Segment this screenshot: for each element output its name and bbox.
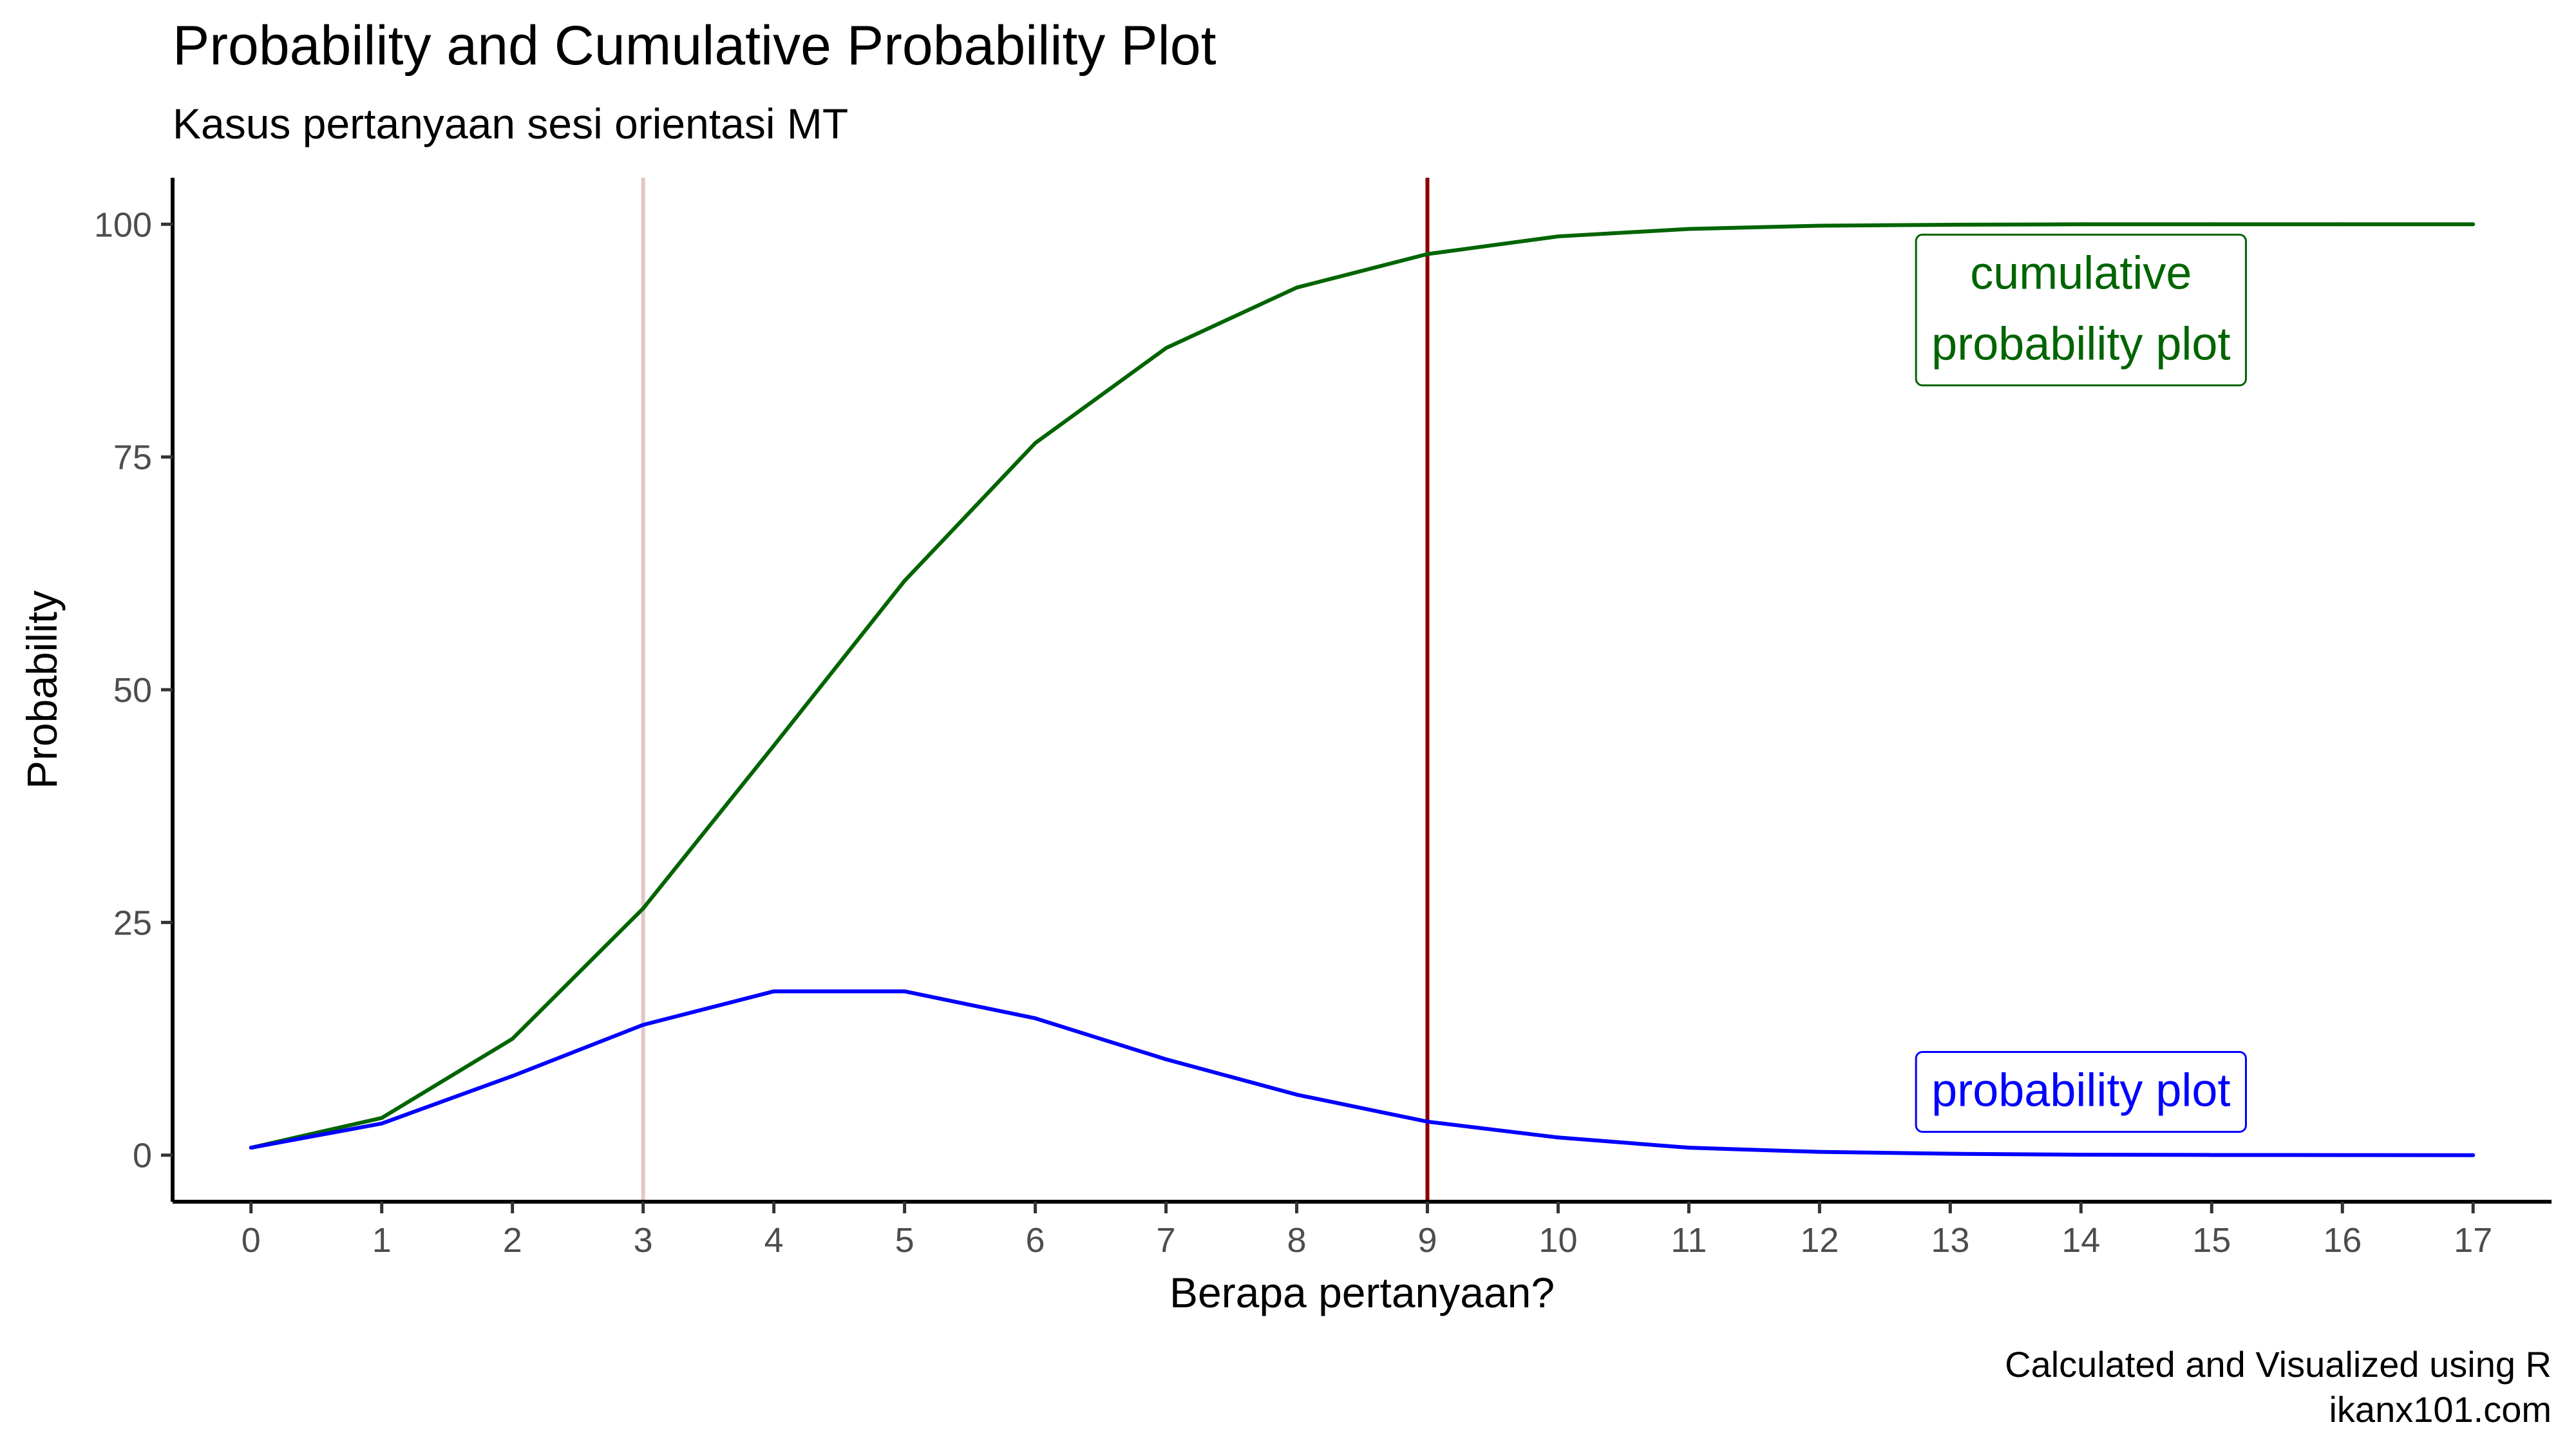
y-tick-label: 75 (113, 439, 152, 477)
cumulative-point (510, 1037, 515, 1041)
x-axis-ticks: 0 1 2 3 4 5 6 7 8 9 10 11 12 13 14 15 16 17 (242, 1202, 2492, 1260)
probability-point (1033, 1016, 1037, 1021)
probability-point (2079, 1153, 2083, 1157)
probability-point (1687, 1146, 1691, 1150)
y-axis-ticks: 0 25 50 75 100 (94, 205, 173, 1175)
probability-point (1425, 1119, 1430, 1124)
plot-area (249, 178, 2476, 1202)
cumulative-point (2340, 222, 2345, 227)
caption-line-2: ikanx101.com (2329, 1389, 2552, 1430)
cumulative-point (1425, 252, 1430, 256)
cumulative-point (641, 906, 645, 911)
x-tick-label: 13 (1931, 1221, 1969, 1260)
probability-point (1556, 1135, 1560, 1140)
probability-point (1817, 1150, 1822, 1154)
x-tick-label: 11 (1671, 1221, 1707, 1260)
cumulative-point (1164, 346, 1168, 350)
probability-point (249, 1146, 253, 1150)
cumulative-point (1948, 222, 1953, 227)
cumulative-point (2210, 222, 2214, 227)
x-tick-label: 10 (1539, 1221, 1577, 1260)
x-axis-title: Berapa pertanyaan? (1170, 1269, 1555, 1316)
cumulative-label-text: probability plot (1931, 318, 2230, 370)
cumulative-point (1817, 223, 1822, 228)
probability-label-text: probability plot (1931, 1065, 2230, 1117)
x-tick-label: 3 (634, 1221, 653, 1260)
x-tick-label: 2 (503, 1221, 522, 1260)
cumulative-point (772, 743, 776, 748)
caption-line-1: Calculated and Visualized using R (2005, 1344, 2552, 1385)
x-tick-label: 5 (895, 1221, 914, 1260)
y-tick-label: 0 (133, 1137, 152, 1175)
y-tick-label: 100 (94, 205, 152, 244)
probability-series-line (251, 989, 2474, 1157)
probability-point (1948, 1151, 1953, 1156)
x-tick-label: 8 (1287, 1221, 1306, 1260)
chart-subtitle: Kasus pertanyaan sesi orientasi MT (173, 100, 848, 147)
probability-point (379, 1121, 384, 1126)
cumulative-point (1556, 234, 1560, 239)
probability-label: probability plot (1915, 1051, 2247, 1133)
x-tick-label: 9 (1417, 1221, 1437, 1260)
cumulative-point (2079, 222, 2083, 227)
chart-title: Probability and Cumulative Probability P… (173, 15, 1217, 77)
cumulative-point (1033, 440, 1037, 445)
x-tick-label: 14 (2061, 1221, 2100, 1260)
y-axis-title: Probability (18, 591, 66, 789)
probability-point (2210, 1153, 2214, 1157)
cumulative-label-box (1915, 233, 2247, 386)
x-tick-label: 0 (242, 1221, 261, 1260)
cumulative-point (2471, 222, 2476, 227)
probability-point (2340, 1153, 2345, 1157)
probability-point (1294, 1092, 1299, 1097)
annotations: cumulative probability plot probability pl… (1915, 233, 2247, 1133)
probability-point (902, 989, 907, 994)
x-tick-label: 7 (1157, 1221, 1176, 1260)
x-tick-label: 15 (2192, 1221, 2231, 1260)
cumulative-label-text: cumulative (1970, 247, 2192, 299)
cumulative-point (1294, 285, 1299, 290)
probability-label-box (1915, 1051, 2247, 1133)
probability-point (1164, 1057, 1168, 1061)
cumulative-label: cumulative probability plot (1915, 233, 2247, 386)
probability-point (772, 989, 776, 994)
cumulative-point (379, 1115, 384, 1120)
cumulative-series-line (251, 222, 2474, 1150)
x-tick-label: 17 (2454, 1221, 2492, 1260)
y-tick-label: 25 (113, 904, 152, 942)
cumulative-point (1687, 227, 1691, 231)
x-tick-label: 1 (372, 1221, 392, 1260)
probability-point (2471, 1153, 2476, 1157)
probability-point (641, 1023, 645, 1027)
cumulative-point (902, 578, 907, 583)
y-tick-label: 50 (113, 671, 152, 710)
x-tick-label: 16 (2323, 1221, 2362, 1260)
x-tick-label: 4 (764, 1221, 784, 1260)
x-tick-label: 6 (1026, 1221, 1045, 1260)
x-tick-label: 12 (1800, 1221, 1839, 1260)
probability-point (510, 1074, 515, 1078)
